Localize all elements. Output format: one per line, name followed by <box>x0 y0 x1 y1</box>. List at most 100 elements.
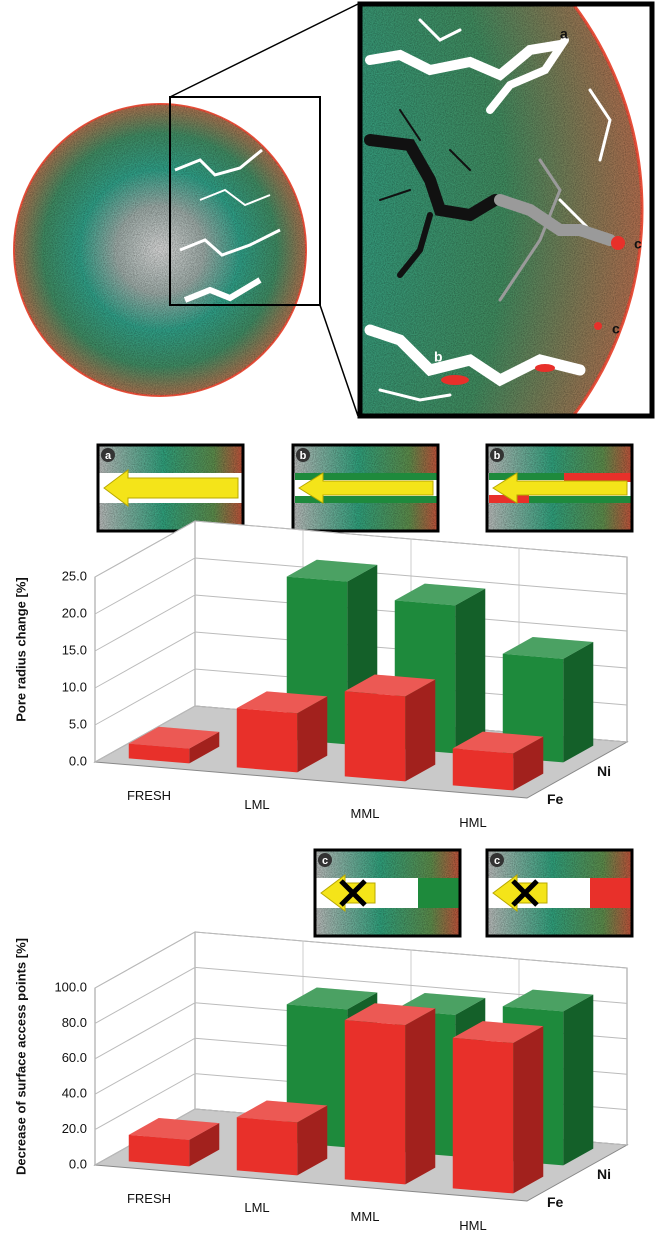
bar-front <box>344 691 406 782</box>
insets: a b b c c <box>96 443 634 938</box>
legend-label: Ni <box>597 763 611 779</box>
inset-label: b <box>300 450 307 462</box>
bar-side-shade <box>513 1026 544 1194</box>
inset-badge <box>490 853 504 867</box>
bar-top-shade <box>128 726 220 749</box>
bar-side <box>563 994 594 1166</box>
deposit <box>489 473 564 480</box>
inset-label: a <box>105 450 112 462</box>
y-tick-label: 20.0 <box>62 605 87 620</box>
bar-top <box>502 989 594 1012</box>
bar-top-shade <box>394 583 486 606</box>
grid-line <box>94 557 628 615</box>
zoom-label: a <box>560 26 568 42</box>
bar <box>344 1003 436 1185</box>
inset: c <box>313 848 462 938</box>
bar-side <box>297 696 328 773</box>
deposits <box>441 236 625 385</box>
inset-frame <box>313 848 462 938</box>
bar-side <box>297 1105 328 1176</box>
x-tick-label: MML <box>351 1209 380 1224</box>
x-tick-label: HML <box>459 1218 486 1232</box>
inset: b <box>485 443 634 533</box>
inset-frame <box>96 443 245 533</box>
y-tick-label: 10.0 <box>62 679 87 694</box>
inset-label: c <box>322 855 328 867</box>
bar-top <box>452 731 544 754</box>
y-axis-title: Pore radius change [%] <box>13 577 28 721</box>
zoom-line <box>319 304 359 417</box>
bar-side-shade <box>189 731 220 764</box>
x-tick-label: LML <box>244 797 269 812</box>
y-tick-label: 5.0 <box>69 716 87 731</box>
bar <box>452 731 544 791</box>
pores <box>174 118 281 303</box>
bar-side <box>189 1123 220 1167</box>
block-x <box>339 879 367 907</box>
charts: 0.0 5.0 10.0 15.0 20.0 25.0 Pore radius change… <box>13 520 629 1233</box>
zoom-box <box>169 96 321 306</box>
bar-top-shade <box>502 989 594 1012</box>
inset-label: c <box>494 855 500 867</box>
deposit <box>295 473 438 480</box>
bar-front <box>128 743 190 764</box>
inset: b <box>291 443 440 533</box>
legend-label: Fe <box>547 1194 564 1210</box>
bar-top-shade <box>286 987 378 1010</box>
inset-badge <box>490 448 504 462</box>
inset-frame <box>485 443 634 533</box>
zoom-line <box>169 3 359 98</box>
chart: 0.0 5.0 10.0 15.0 20.0 25.0 Pore radius change… <box>13 520 629 830</box>
bar-front <box>236 708 298 773</box>
inset: a <box>96 443 245 533</box>
deposit <box>564 473 632 482</box>
x-tick-label: FRESH <box>127 1191 171 1206</box>
overview <box>13 3 359 417</box>
bar-side <box>513 1026 544 1194</box>
inset-label: b <box>494 450 501 462</box>
legend-label: Ni <box>597 1166 611 1182</box>
inset: c <box>485 848 634 938</box>
bar-side-shade <box>563 994 594 1166</box>
bar-side-shade <box>405 1008 436 1185</box>
bar-side <box>513 736 544 791</box>
zoom-frame <box>357 1 655 419</box>
pore-gray <box>494 158 616 302</box>
deposit <box>529 496 632 503</box>
plug <box>418 878 460 908</box>
bar-top <box>236 1100 328 1123</box>
inset-frame <box>291 443 440 533</box>
y-tick-label: 0.0 <box>69 1156 87 1171</box>
bar-top-shade <box>344 674 436 697</box>
x-tick-label: FRESH <box>127 788 171 803</box>
bar-top <box>128 726 220 749</box>
bar-top-shade <box>452 1021 544 1043</box>
bar-side-shade <box>455 588 486 754</box>
y-tick-label: 60.0 <box>62 1050 87 1065</box>
zoom-label: c <box>612 321 620 337</box>
bar-front <box>344 1020 406 1185</box>
zoom-label: b <box>434 349 443 365</box>
inset-badge <box>318 853 332 867</box>
bar <box>128 726 220 764</box>
bar-top <box>286 559 378 582</box>
bar-top-shade <box>344 1003 436 1026</box>
y-tick-label: 25.0 <box>62 568 87 583</box>
arrow <box>492 472 628 504</box>
bar-top-shade <box>236 691 328 714</box>
deposit <box>489 495 529 503</box>
bar-side-shade <box>405 679 436 782</box>
inset-badge <box>101 448 115 462</box>
bar-top-shade <box>286 559 378 582</box>
inset-badge <box>296 448 310 462</box>
bar-front <box>452 1037 514 1194</box>
bar <box>452 1021 544 1194</box>
bar-side <box>405 679 436 782</box>
bar-side <box>455 588 486 754</box>
bar <box>236 691 328 773</box>
y-tick-label: 40.0 <box>62 1086 87 1101</box>
zoom-panel: a c c b <box>357 1 655 419</box>
arrow <box>103 469 239 507</box>
bar-side <box>563 642 594 763</box>
bar-side-shade <box>189 1123 220 1167</box>
